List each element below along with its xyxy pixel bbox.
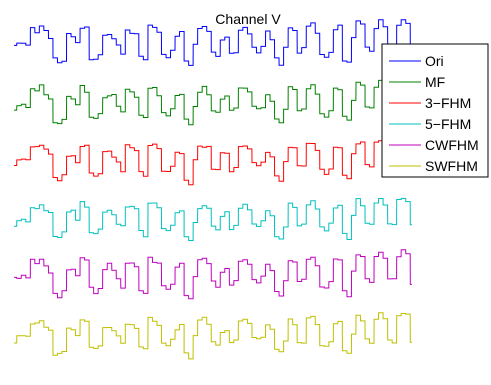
series-line-5-fhm <box>14 197 412 241</box>
series-line-ori <box>14 19 412 66</box>
chart-title: Channel V <box>215 11 281 27</box>
legend-label-mf: MF <box>425 74 445 90</box>
series-line-cwfhm <box>14 249 412 300</box>
legend-label-cwfhm: CWFHM <box>425 137 479 153</box>
legend-label-swfhm: SWFHM <box>425 158 478 174</box>
legend-label-ori: Ori <box>425 53 444 69</box>
legend-label-5-fhm: 5−FHM <box>425 116 471 132</box>
legend: Ori MF 3−FHM 5−FHM CWFHM SWFHM <box>381 43 489 178</box>
legend-label-3-fhm: 3−FHM <box>425 95 471 111</box>
legend-box <box>381 43 489 178</box>
plot-area <box>14 19 412 360</box>
series-line-3-fhm <box>14 139 412 186</box>
series-line-swfhm <box>14 312 412 360</box>
series-line-mf <box>14 79 412 126</box>
